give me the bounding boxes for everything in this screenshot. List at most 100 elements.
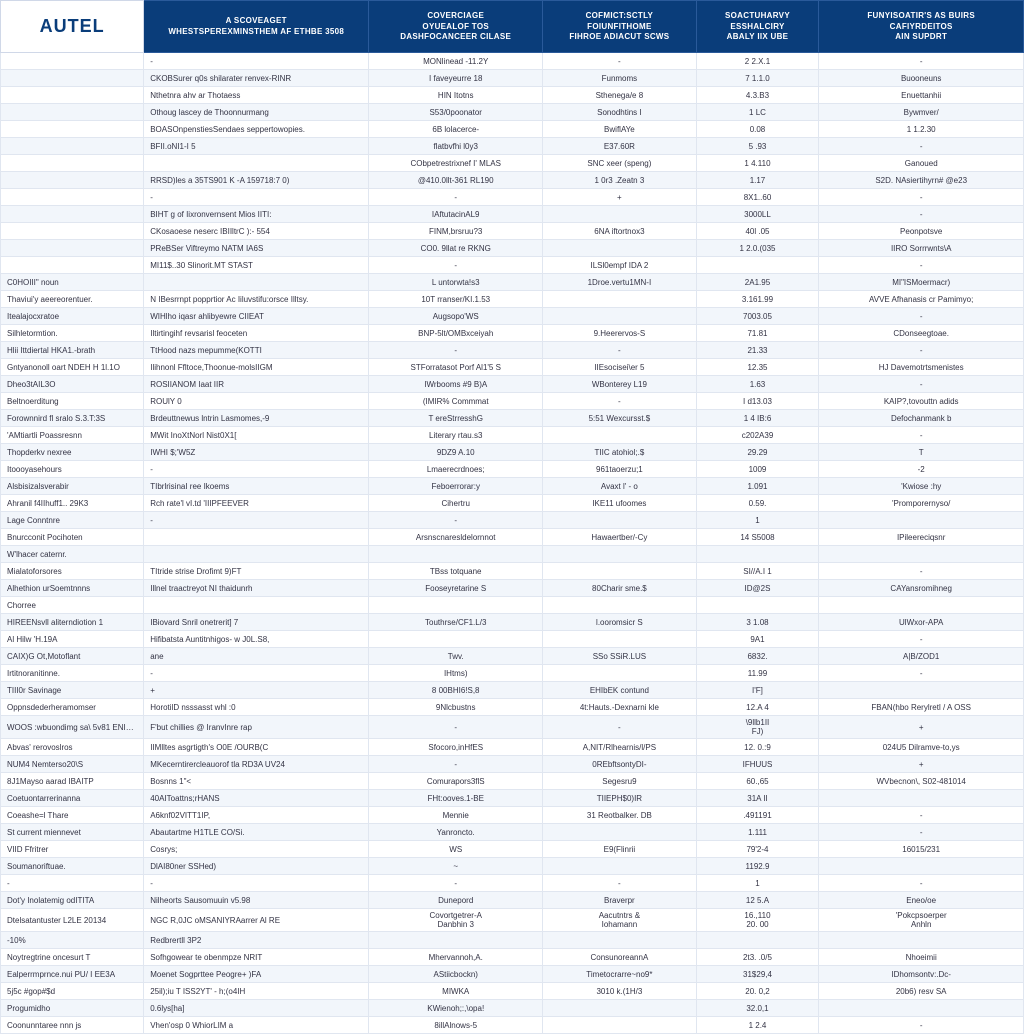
table-cell [543, 512, 696, 529]
table-cell: Peonpotsve [819, 223, 1024, 240]
table-cell: Nilheorts Sausomuuin v5.98 [144, 892, 369, 909]
comparison-table: AUTEL A SCOVEAGETWHESTSPEREXMINSTHEM AF … [0, 0, 1024, 1034]
table-cell: Bosnns 1"< [144, 773, 369, 790]
table-cell: Eneo/oe [819, 892, 1024, 909]
table-cell: 12.35 [696, 359, 819, 376]
table-cell: Sfocoro,inHfES [369, 739, 543, 756]
table-cell: UlWxor-APA [819, 614, 1024, 631]
table-cell [144, 274, 369, 291]
table-cell: 1009 [696, 461, 819, 478]
table-cell: Enuettanhii [819, 87, 1024, 104]
table-cell: @410.0llt-361 RL190 [369, 172, 543, 189]
table-row: -10%Redbrertll 3P2 [1, 932, 1024, 949]
table-row: --+8X1..60- [1, 189, 1024, 206]
table-cell: HJ Davemotrtsmenistes [819, 359, 1024, 376]
table-cell [144, 155, 369, 172]
table-cell: Dot'y Inolatemig odITITA [1, 892, 144, 909]
table-cell: T ereStrresshG [369, 410, 543, 427]
table-cell: VIID Ffritrer [1, 841, 144, 858]
table-cell: Rch rate'l vI.td 'IIIPFEEVER [144, 495, 369, 512]
table-cell: 1 LC [696, 104, 819, 121]
table-row: VIID FfritrerCosrys;WSE9(Flinrii79'2-416… [1, 841, 1024, 858]
table-cell: 40AIToattns;rHANS [144, 790, 369, 807]
table-cell: FHt:ooves.1-BE [369, 790, 543, 807]
table-cell: F'but chillies @ IranvInre rap [144, 716, 369, 739]
table-cell: ILSl0empf IDA 2 [543, 257, 696, 274]
table-cell: Dheo3tAIL3O [1, 376, 144, 393]
table-row: Alhethion urSoemtnnnsIllnel traactreyot … [1, 580, 1024, 597]
table-cell: - [144, 461, 369, 478]
table-row: CKOBSurer q0s shilarater renvex-RINRI fa… [1, 70, 1024, 87]
table-cell: I faveyeurre 18 [369, 70, 543, 87]
table-row: 5j5c #gop#$d25il);iu T ISS2YT' - h;(o4IH… [1, 983, 1024, 1000]
table-cell: - [369, 257, 543, 274]
table-cell: 40l .05 [696, 223, 819, 240]
table-row: PReBSer Viftreymo NATM IA6SCO0. 9llat re… [1, 240, 1024, 257]
table-cell: Itealajocxratoe [1, 308, 144, 325]
table-row: Dot'y Inolatemig odITITANilheorts Sausom… [1, 892, 1024, 909]
table-row: Noytregtrine oncesurt TSofhgowear te obe… [1, 949, 1024, 966]
table-cell: - [543, 393, 696, 410]
table-cell: 3010 k.(1H/3 [543, 983, 696, 1000]
table-cell: Sthenega/e 8 [543, 87, 696, 104]
table-cell: - [144, 189, 369, 206]
table-cell: - [819, 308, 1024, 325]
table-row: Ahranil f4IIhuff1.. 29K3Rch rate'l vI.td… [1, 495, 1024, 512]
table-cell: -10% [1, 932, 144, 949]
table-cell: 5:51 Wexcursst.$ [543, 410, 696, 427]
table-cell: Forownnird fl sralo S.3.T:3S [1, 410, 144, 427]
table-cell: Irtitnoranitinne. [1, 665, 144, 682]
table-row: Hlii Ittdiertal HKA1.-brathTtHood nazs m… [1, 342, 1024, 359]
table-cell: 7003.05 [696, 308, 819, 325]
table-row: Dheo3tAIL3OROSIIANOM Iaat IIRIWrbooms #9… [1, 376, 1024, 393]
table-row: ItealajocxratoeWIHlho iqasr ahlibyewre C… [1, 308, 1024, 325]
table-cell: \9llb1IIFJ) [696, 716, 819, 739]
table-cell: WOOS :wbuondimg sa\ 5v81 ENID6O [1, 716, 144, 739]
table-cell: Lage Conntnre [1, 512, 144, 529]
table-cell: Coetuontarrerinanna [1, 790, 144, 807]
table-cell: - [144, 875, 369, 892]
table-cell: 60.,65 [696, 773, 819, 790]
table-row: Othoug lascey de ThoonnurmangS53/0poonat… [1, 104, 1024, 121]
table-cell: -2 [819, 461, 1024, 478]
table-row: Bnurcconit PocihotenArsnscnaresldelornno… [1, 529, 1024, 546]
table-cell: W'lhacer caternr. [1, 546, 144, 563]
table-cell: CObpetrestrixnef I' MLAS [369, 155, 543, 172]
table-cell [696, 546, 819, 563]
table-row: Coetuontarrerinanna40AIToattns;rHANSFHt:… [1, 790, 1024, 807]
table-cell: 16015/231 [819, 841, 1024, 858]
table-cell [696, 257, 819, 274]
table-cell: A6knf02VITT1IP, [144, 807, 369, 824]
table-cell: 5 .93 [696, 138, 819, 155]
table-cell: MI11$..30 Slinorit.MT STAST [144, 257, 369, 274]
table-cell: 12. 0.:9 [696, 739, 819, 756]
table-cell: Sofhgowear te obenmpze NRIT [144, 949, 369, 966]
table-cell: - [819, 875, 1024, 892]
table-row: St current miennevetAbautartme H1TLE CO/… [1, 824, 1024, 841]
table-row: Soumanoriftuae.DlAI80ner SSHed)~1192.9 [1, 858, 1024, 875]
table-cell: Timetocrarre~no9* [543, 966, 696, 983]
table-cell: IKE11 ufoomes [543, 495, 696, 512]
table-cell: WBonterey L19 [543, 376, 696, 393]
brand-logo: AUTEL [1, 1, 144, 53]
table-cell [369, 932, 543, 949]
table-cell: Mhervannoh,A. [369, 949, 543, 966]
table-cell: TIIC atohiol;.$ [543, 444, 696, 461]
table-cell: Ilihnonl Ffltoce,Thoonue-molsIIGM [144, 359, 369, 376]
table-cell [1, 87, 144, 104]
table-row: Silhletormtion.Iltirtingihf revsarisl fe… [1, 325, 1024, 342]
table-cell: Al Hilw 'H.19A [1, 631, 144, 648]
table-row: HIREENsvll aliterndiotion 1IBiovard Snri… [1, 614, 1024, 631]
table-cell: - [144, 53, 369, 70]
table-cell: ane [144, 648, 369, 665]
table-cell: 8J1Mayso aarad IBAITP [1, 773, 144, 790]
table-row: AlsbisizalsverabirTIbrlrisinaI ree Ikoem… [1, 478, 1024, 495]
table-cell [1, 155, 144, 172]
table-cell: Silhletormtion. [1, 325, 144, 342]
table-cell: STForratasot Porf Al1'5 S [369, 359, 543, 376]
table-cell: Soumanoriftuae. [1, 858, 144, 875]
table-cell: Ganoued [819, 155, 1024, 172]
table-cell: TIII0r Savinage [1, 682, 144, 699]
table-cell: - [819, 376, 1024, 393]
table-row: 8J1Mayso aarad IBAITPBosnns 1"<Comurapor… [1, 773, 1024, 790]
